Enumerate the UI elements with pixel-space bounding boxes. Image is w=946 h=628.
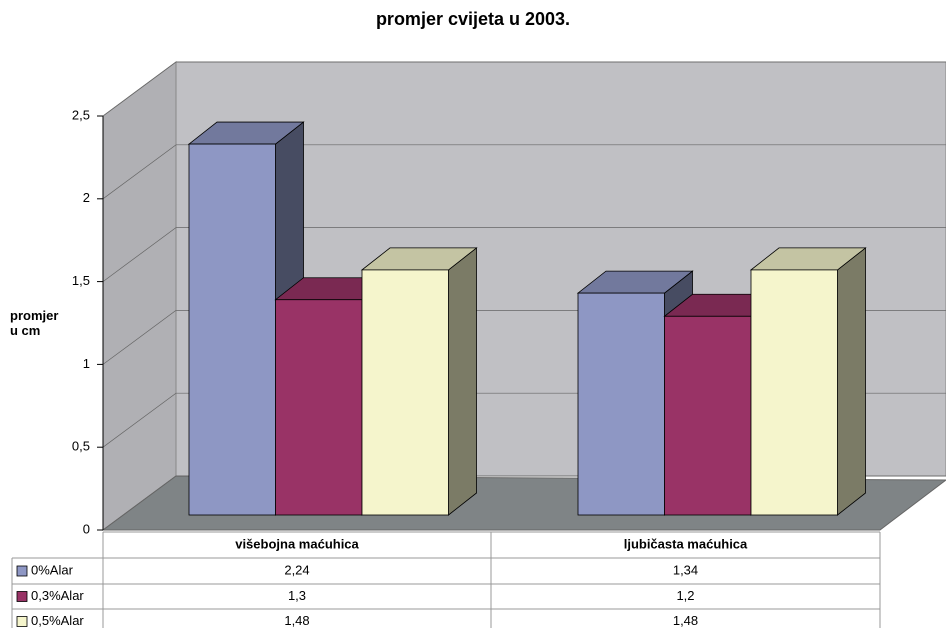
legend-label: 0,5%Alar: [31, 613, 84, 628]
y-tick-label: 1,5: [72, 273, 90, 288]
legend-swatch: [16, 565, 28, 577]
table-value: 1,48: [284, 613, 309, 628]
bar: [577, 292, 665, 516]
table-value: 1,34: [673, 562, 698, 577]
bar: [750, 269, 838, 516]
grid-line: [102, 227, 946, 282]
table-value: 2,24: [284, 562, 309, 577]
chart-title: promjer cvijeta u 2003.: [376, 9, 570, 29]
y-tick-label: 2,5: [72, 107, 90, 122]
legend-swatch: [16, 591, 28, 602]
y-tick-label: 0: [83, 521, 90, 536]
y-tick-label: 0,5: [72, 439, 90, 454]
legend-label: 0%Alar: [31, 562, 74, 577]
y-tick-label: 1: [83, 356, 90, 371]
grid-line: [102, 144, 946, 200]
legend-label: 0,3%Alar: [31, 588, 84, 603]
category-label: višebojna maćuhica: [235, 536, 359, 551]
table-value: 1,2: [676, 588, 694, 603]
bar: [664, 315, 752, 516]
table-value: 1,3: [288, 588, 306, 603]
bar: [188, 143, 276, 516]
y-tick-label: 2: [83, 190, 90, 205]
side-wall: [102, 61, 177, 531]
y-axis-label: promjer u cm: [10, 308, 59, 338]
category-label: ljubičasta maćuhica: [624, 536, 748, 551]
table-value: 1,48: [673, 613, 698, 628]
bar: [361, 269, 449, 516]
bar-side: [837, 247, 866, 516]
legend-swatch: [16, 616, 28, 627]
bar-side: [448, 247, 477, 516]
grid-line: [102, 61, 946, 117]
bar: [275, 299, 363, 516]
